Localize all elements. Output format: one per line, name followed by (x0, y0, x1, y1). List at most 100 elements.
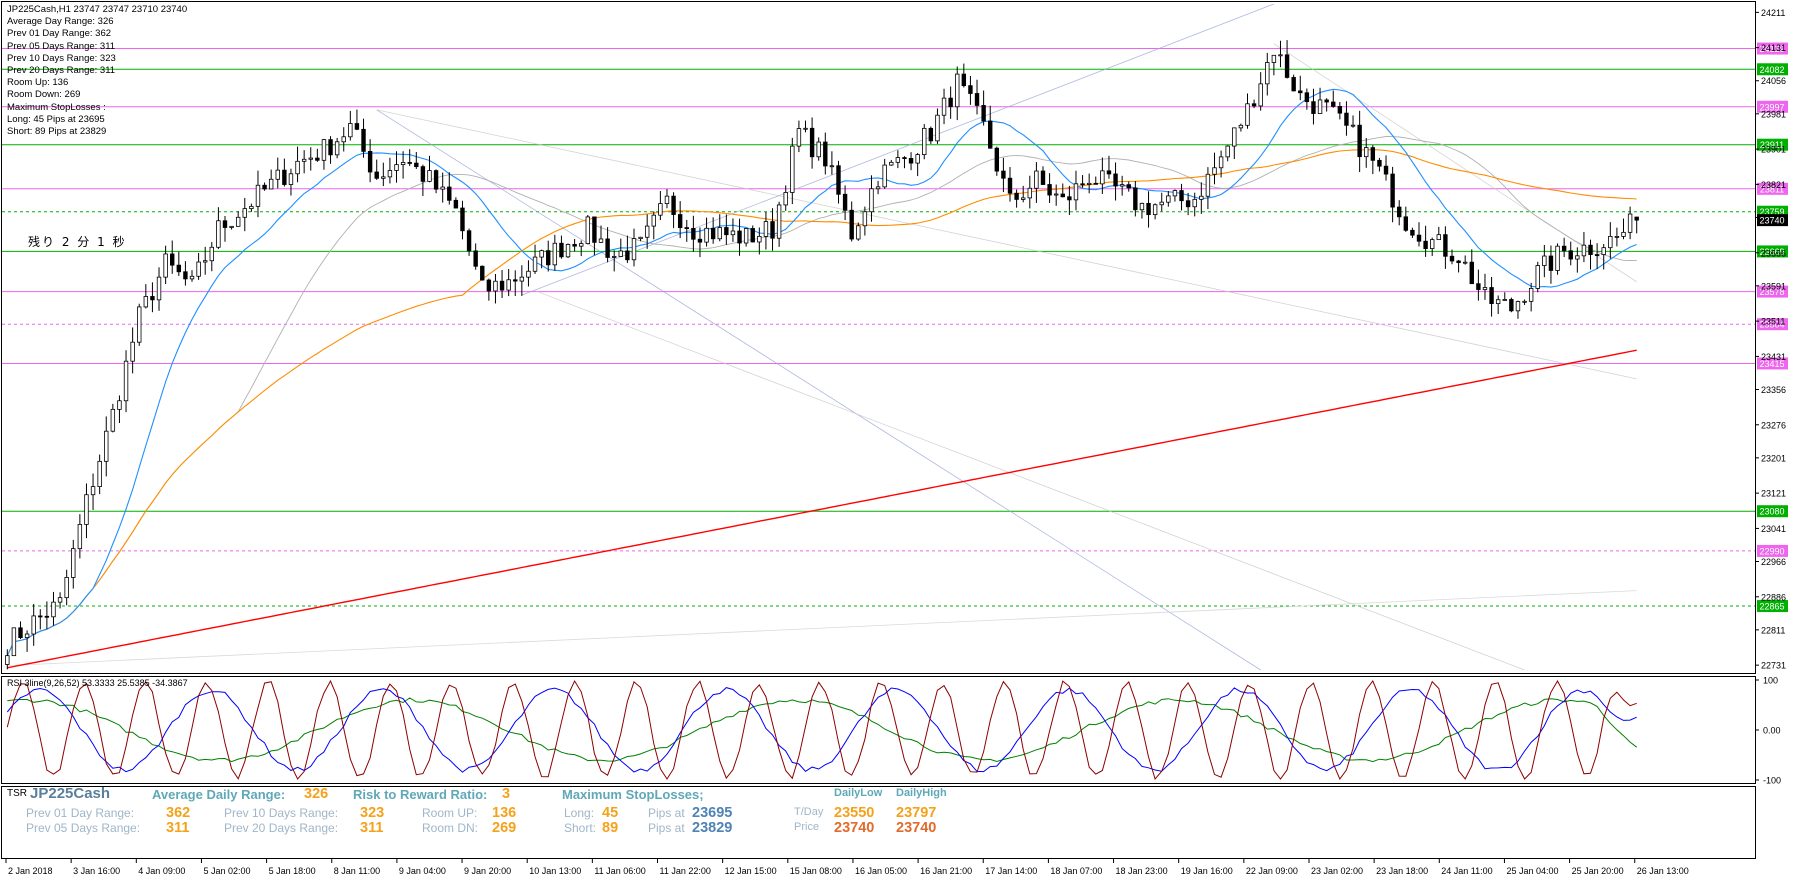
candle-body (1284, 54, 1290, 78)
candle-body (856, 225, 861, 240)
x-tick-label: 25 Jan 04:00 (1506, 866, 1558, 876)
candle-body (1377, 159, 1382, 167)
y-tick-label: 23666 (1761, 248, 1786, 258)
candle-body (1528, 288, 1534, 302)
candle-body (1608, 236, 1613, 249)
candle-body (836, 165, 841, 195)
candle-body (1568, 250, 1573, 260)
avg-range-label: Average Daily Range: (152, 787, 286, 802)
candle-body (1621, 231, 1626, 237)
price-level-tag (1757, 100, 1788, 113)
candle-body (328, 139, 333, 156)
prev01-label: Prev 01 Day Range: (26, 806, 135, 820)
tsr-tag: TSR (7, 788, 27, 799)
info-line: Room Down: 269 (7, 89, 81, 101)
x-tick-label: 11 Jan 22:00 (659, 866, 710, 876)
candle-body (869, 188, 874, 213)
y-tick-label: 22811 (1761, 625, 1785, 635)
x-tick-label: 8 Jan 11:00 (334, 866, 380, 876)
price-level-label: 22865 (1759, 602, 1784, 612)
candle-body (875, 186, 881, 190)
candle-body (150, 296, 155, 301)
candle-body (97, 460, 102, 488)
candle-body (1594, 254, 1600, 256)
candle-body (691, 228, 696, 240)
info-line: Prev 01 Day Range: 362 (7, 28, 112, 40)
y-tick-label: 23201 (1761, 453, 1786, 463)
candle-body (1146, 202, 1151, 216)
info-line: Room Up: 136 (7, 77, 69, 89)
candle-body (1535, 265, 1540, 289)
info-line: Prev 20 Days Range: 311 (7, 65, 116, 77)
price-level-tag (1757, 357, 1788, 370)
x-tick-label: 12 Jan 15:00 (725, 866, 777, 876)
candle-body (1627, 213, 1633, 233)
candle-body (513, 279, 518, 282)
room-up-label: Room UP: (422, 806, 478, 820)
y-tick-label: 22886 (1761, 592, 1786, 602)
candle-body (143, 296, 149, 308)
candle-body (1179, 190, 1184, 202)
room-dn-label: Room DN: (422, 821, 479, 835)
candle-body (526, 270, 531, 278)
prev01-value: 362 (166, 805, 191, 821)
candle-body (394, 164, 399, 171)
candle-body (453, 199, 459, 209)
y-tick-label: 23591 (1761, 281, 1786, 291)
candle-body (559, 242, 564, 258)
rsi-y-tick-label: -100 (1763, 776, 1781, 786)
candle-body (1410, 229, 1415, 236)
candle-body (1495, 299, 1501, 304)
candle-body (1278, 54, 1283, 57)
candle-body (1271, 54, 1277, 63)
price-level-label: 24129 (1759, 44, 1784, 54)
rsi-panel: 100 0.00 -100 (6, 676, 1781, 786)
candle-body (1522, 300, 1527, 303)
x-tick-label: 16 Jan 05:00 (855, 866, 907, 876)
candle-body (1397, 206, 1402, 218)
candle-body (1021, 197, 1026, 200)
prev05-value: 311 (166, 820, 190, 836)
candle-body (1053, 193, 1059, 196)
candle-body (988, 120, 993, 149)
candle-body (308, 157, 313, 160)
candle-body (585, 216, 591, 244)
short-price: 23829 (692, 820, 733, 836)
avg-range-value: 326 (304, 786, 329, 802)
candle-body (935, 114, 940, 142)
candle-body (796, 128, 802, 147)
long-price: 23695 (692, 805, 733, 821)
candle-body (757, 236, 762, 243)
candle-body (941, 97, 947, 116)
maxsl-label: Maximum StopLosses; (562, 787, 704, 802)
candle-body (209, 246, 214, 262)
candle-body (776, 204, 782, 239)
candle-body (994, 147, 1000, 172)
candle-body (631, 238, 637, 261)
candle-body (1100, 170, 1105, 185)
candle-body (889, 161, 894, 166)
candle-body (1119, 184, 1125, 187)
candle-body (493, 280, 498, 292)
x-tick-label: 24 Jan 11:00 (1441, 866, 1492, 876)
candle-body (255, 184, 261, 207)
candle-body (84, 494, 89, 525)
x-tick-label: 18 Jan 07:00 (1050, 866, 1102, 876)
info-line: Prev 05 Days Range: 311 (7, 40, 116, 52)
candle-body (532, 256, 538, 272)
y-tick-label: 23121 (1761, 489, 1786, 499)
candle-body (710, 227, 716, 240)
candle-body (229, 225, 234, 228)
candle-body (348, 123, 353, 138)
x-tick-label: 4 Jan 09:00 (138, 866, 185, 876)
candle-body (1456, 260, 1461, 264)
short-label: Short: (564, 821, 597, 835)
info-line: Maximum StopLosses : (7, 101, 106, 113)
candle-body (1139, 202, 1145, 211)
candle-body (295, 160, 300, 175)
candle-body (235, 216, 241, 227)
candle-body (1403, 216, 1409, 231)
candle-body (849, 209, 854, 240)
candle-body (915, 154, 920, 164)
candle-body (1364, 147, 1369, 158)
